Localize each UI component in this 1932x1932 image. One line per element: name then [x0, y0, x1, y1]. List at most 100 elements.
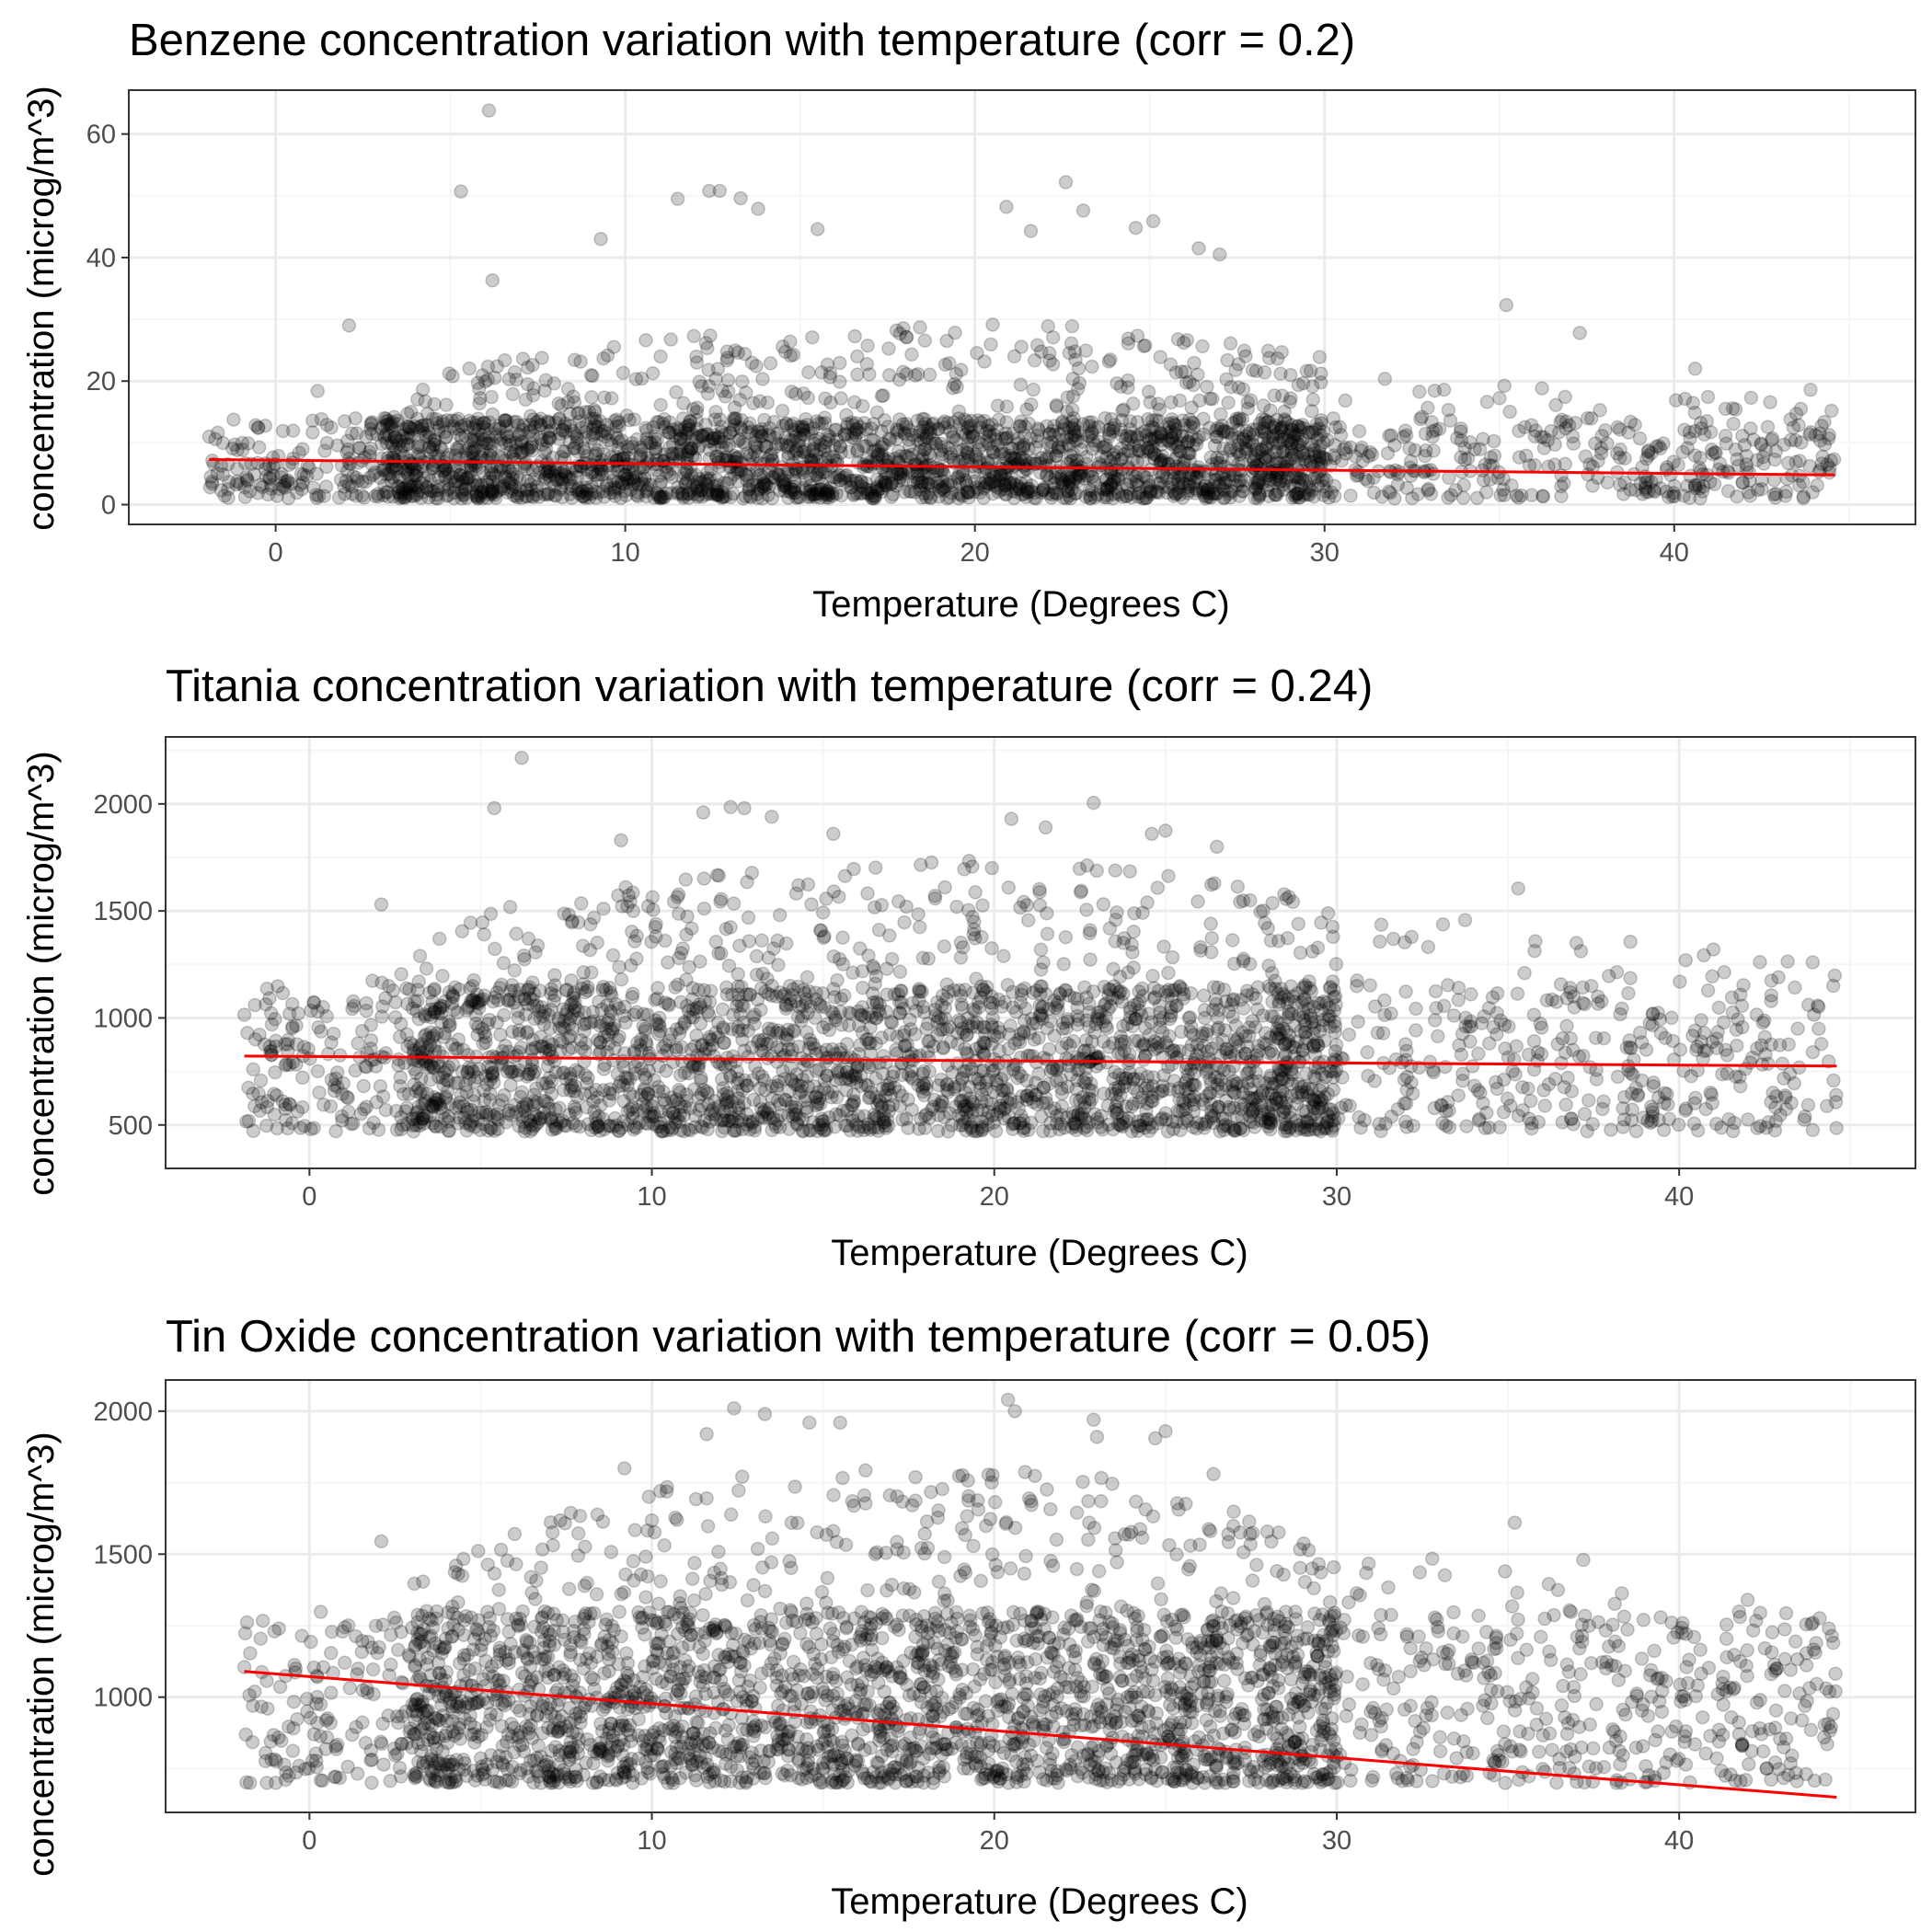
data-point: [454, 485, 469, 500]
data-point: [788, 474, 802, 489]
data-point: [781, 465, 796, 479]
data-point: [639, 483, 654, 499]
data-point: [700, 386, 716, 401]
data-point: [1351, 423, 1367, 439]
data-point: [832, 355, 847, 371]
data-point: [1106, 420, 1121, 436]
data-point: [402, 420, 417, 436]
data-point: [917, 333, 933, 348]
data-point: [1074, 443, 1089, 457]
data-point: [851, 425, 867, 440]
data-point: [226, 412, 241, 427]
data-point: [1695, 484, 1710, 499]
data-point: [1398, 428, 1414, 443]
data-point: [349, 470, 364, 486]
data-point: [1073, 884, 1088, 900]
data-point: [1114, 451, 1129, 466]
data-point: [1063, 469, 1078, 485]
data-point: [719, 352, 735, 368]
data-point: [274, 466, 289, 482]
panel-benzene: 0 10 20 30 40 0 20 40 60 Benzene concentration v…: [0, 0, 1932, 644]
data-point: [293, 466, 309, 481]
data-point: [946, 453, 961, 467]
outlier-point: [733, 190, 748, 206]
data-point: [374, 436, 389, 452]
data-point: [1536, 1083, 1551, 1098]
data-point: [914, 490, 929, 505]
data-point: [1167, 425, 1182, 441]
data-point: [913, 320, 927, 335]
data-point: [1144, 439, 1160, 454]
data-point: [438, 459, 453, 474]
data-point: [1256, 398, 1271, 413]
data-point: [1006, 476, 1020, 490]
data-point: [442, 366, 457, 381]
data-point: [540, 415, 556, 430]
data-point: [727, 418, 742, 432]
data-point: [588, 484, 604, 499]
data-point: [964, 413, 979, 428]
data-point: [1248, 448, 1263, 463]
data-point: [1343, 440, 1358, 454]
data-point: [1060, 484, 1075, 499]
data-point: [789, 490, 804, 505]
data-point: [489, 429, 503, 444]
data-point: [1767, 490, 1783, 505]
data-point: [506, 466, 521, 481]
data-point: [1098, 410, 1112, 426]
data-point: [803, 487, 819, 502]
data-point: [398, 481, 413, 496]
data-point: [493, 461, 508, 477]
data-point: [1128, 469, 1144, 484]
data-point: [1143, 484, 1158, 500]
data-point: [399, 437, 415, 452]
data-point: [1736, 978, 1751, 993]
data-point: [914, 478, 929, 494]
data-point: [685, 427, 700, 442]
data-point: [1269, 470, 1283, 486]
data-point: [1313, 428, 1328, 443]
data-point: [359, 1003, 374, 1018]
data-point: [1170, 331, 1186, 347]
data-point: [1179, 332, 1195, 348]
data-point: [1224, 379, 1238, 395]
data-point: [1336, 442, 1351, 457]
data-point: [736, 491, 751, 506]
data-point: [1792, 477, 1807, 493]
data-point: [295, 475, 310, 490]
data-point: [979, 433, 995, 448]
data-point: [1777, 437, 1791, 453]
data-point: [1512, 423, 1526, 439]
data-point: [1019, 402, 1034, 417]
data-point: [1045, 357, 1061, 372]
data-point: [408, 488, 424, 503]
data-point: [1792, 454, 1807, 468]
data-point: [822, 490, 836, 505]
data-point: [1077, 471, 1092, 486]
data-point: [749, 429, 764, 443]
data-point: [1313, 374, 1328, 390]
data-point: [1321, 490, 1337, 505]
data-point: [411, 483, 426, 499]
data-point: [1497, 378, 1512, 394]
data-point: [837, 427, 852, 442]
data-point: [295, 1070, 310, 1086]
data-point: [1600, 436, 1615, 451]
data-point: [614, 476, 629, 490]
data-point: [1210, 450, 1225, 466]
data-point: [1148, 412, 1164, 428]
data-point: [862, 367, 877, 382]
data-point: [712, 412, 728, 427]
data-point: [690, 475, 705, 489]
data-point: [1802, 427, 1817, 442]
data-point: [1174, 428, 1190, 443]
outlier-point: [810, 222, 825, 236]
data-point: [980, 423, 995, 438]
data-point: [221, 482, 236, 497]
data-point: [1155, 448, 1170, 464]
data-point: [793, 430, 808, 444]
data-point: [1257, 365, 1272, 380]
data-point: [1045, 487, 1060, 502]
data-point: [1419, 443, 1433, 458]
data-point: [421, 490, 436, 505]
